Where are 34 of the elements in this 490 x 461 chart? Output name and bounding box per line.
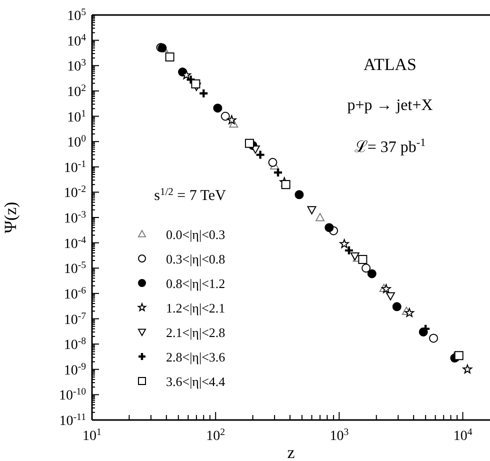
x-tick-label: 10$^{1}$ (82, 426, 102, 444)
y-tick-label: 10$^{-6}$ (64, 284, 86, 302)
legend-label: 2.8<|η|<3.6 (166, 350, 226, 364)
x-tick-label: 10$^{3}$ (330, 426, 349, 444)
y-tick-label: 10$^{-3}$ (64, 209, 86, 226)
legend-label: 0.8<|η|<1.2 (166, 276, 226, 291)
y-tick-label: 10$^{-2}$ (64, 184, 86, 202)
legend-label: 3.6<|η|<4.4 (166, 374, 226, 389)
y-tick-label: 10$^{-8}$ (64, 336, 86, 354)
legend-label: 1.2<|η|<2.1 (166, 300, 226, 316)
y-tick-label: 10$^{-10}$ (58, 386, 86, 404)
annotation: p+p → jet+X (347, 97, 434, 114)
legend-label: 0.3<|η|<0.8 (166, 252, 226, 266)
y-tick-label: 10$^{-9}$ (64, 360, 86, 378)
legend-label: 2.1<|η|<2.8 (166, 325, 226, 340)
y-tick-label: 10$^{5}$ (67, 6, 86, 24)
y-tick-label: 10$^{-1}$ (64, 158, 86, 176)
x-tick-label: 10$^{4}$ (453, 426, 472, 444)
y-tick-label: 10$^{1}$ (67, 108, 86, 126)
x-axis-title: z (287, 443, 296, 461)
y-tick-label: 10$^{2}$ (67, 82, 86, 100)
y-tick-label: 10$^{-11}$ (59, 412, 86, 429)
x-tick-label: 10$^{2}$ (206, 426, 226, 444)
y-tick-label: 10$^{4}$ (67, 32, 86, 50)
annotation: ATLAS (364, 55, 416, 74)
annotation: ℒ= 37 pb$^{-1}$ (354, 137, 426, 156)
legend-label: 0.0<|η|<0.3 (166, 227, 226, 242)
y-tick-label: 10$^{-5}$ (64, 260, 86, 278)
y-tick-label: 10$^{-4}$ (64, 234, 86, 252)
annotation: s$^{1/2}$ = 7 TeV (154, 186, 226, 204)
y-tick-label: 10$^{-7}$ (64, 310, 86, 328)
y-tick-label: 10$^{3}$ (67, 57, 86, 75)
y-axis-title: Ψ(z) (1, 202, 20, 234)
y-tick-label: 10$^{0}$ (67, 133, 86, 151)
